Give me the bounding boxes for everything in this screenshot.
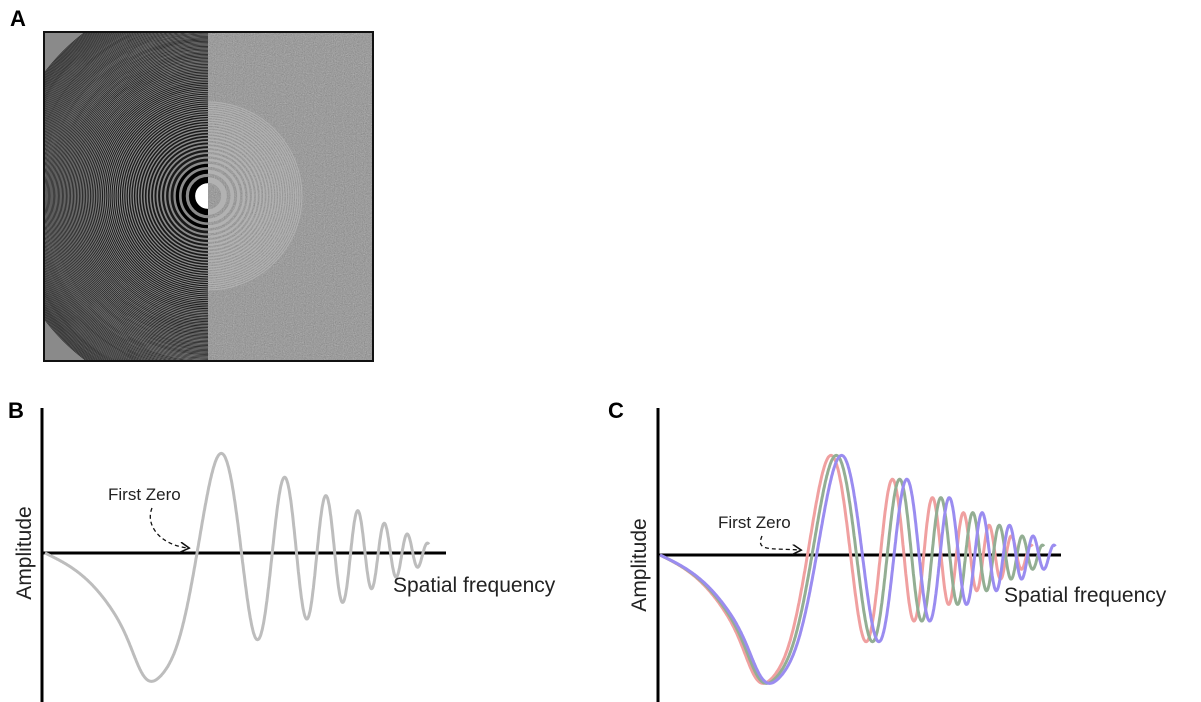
panel-label: C [608,398,624,423]
annotation-arrow [150,508,188,548]
y-axis-label: Amplitude [13,506,36,599]
x-axis-label: Spatial frequency [393,574,556,597]
annotation: First Zero [108,485,181,504]
ctf-plot: First Zero Amplitude Spatial frequency [13,408,556,702]
noise [208,33,372,360]
panel-label: A [10,6,26,31]
ctf-plot: First Zero Amplitude Spatial frequency [628,408,1167,702]
ctf-curve [45,453,429,681]
annotation-arrow [760,536,800,550]
panel-label: B [8,398,24,423]
x-axis-label: Spatial frequency [1004,584,1167,607]
figure: A B First Zero Amplitude Spatial frequen… [0,0,1201,702]
power-spectrum-image [3,0,413,401]
annotation: First Zero [718,513,791,532]
y-axis-label: Amplitude [628,518,651,611]
